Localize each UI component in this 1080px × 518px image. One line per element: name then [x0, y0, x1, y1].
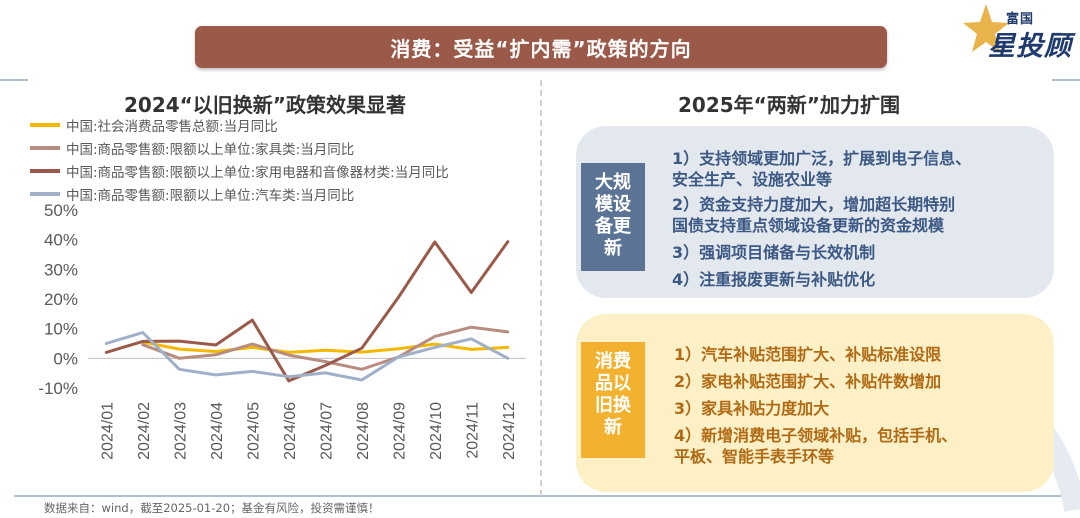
trade-in-item-4: 4）新增消费电子领域补贴，包括手机、 平板、智能手表手环等: [674, 426, 958, 466]
x-tick-label: 2024/01: [99, 402, 116, 460]
series-line-4: [104, 331, 510, 382]
legend-label: 中国:商品零售额:限额以上单位:家用电器和音像器材类:当月同比: [66, 164, 449, 181]
x-tick-label: 2024/09: [391, 402, 408, 460]
x-tick-label: 2024/11: [464, 402, 481, 459]
y-tick-label: -10%: [38, 379, 78, 398]
series-line-2: [141, 325, 510, 371]
left-panel: 2024“以旧换新”政策效果显著 中国:社会消费品零售总额:当月同比中国:商品零…: [26, 80, 538, 496]
legend-item: 中国:社会消费品零售总额:当月同比: [26, 113, 538, 136]
x-tick-label: 2024/10: [428, 402, 445, 460]
line-chart: 50% 40% 30% 20% 10% 0% -10% 2024/01 2024/02 2024/…: [38, 202, 526, 460]
legend-label: 中国:商品零售额:限额以上单位:家具类:当月同比: [66, 141, 355, 158]
x-tick-label: 2024/03: [172, 402, 189, 460]
legend-label: 中国:商品零售额:限额以上单位:汽车类:当月同比: [66, 187, 355, 204]
x-tick-label: 2024/08: [355, 402, 372, 460]
y-tick-label: 30%: [44, 260, 78, 279]
x-tick-label: 2024/02: [136, 402, 153, 460]
logo-brand-main: 星投顾: [988, 31, 1072, 62]
trade-in-tag: 消费 品以 旧换新: [581, 342, 645, 458]
header-banner: 消费：受益“扩内需”政策的方向: [195, 26, 887, 68]
logo: 富国 星投顾: [962, 2, 1074, 64]
trade-in-item-1: 1）汽车补贴范围扩大、补贴标准设限: [674, 345, 942, 364]
legend-swatch: [30, 168, 60, 173]
y-tick-label: 50%: [44, 202, 78, 220]
right-panel: 2025年“两新”加力扩围 大规 模设 备更新 1）支持领域更加广泛，扩展到电子信息…: [546, 80, 1080, 496]
trade-in-item-3: 3）家具补贴力度加大: [674, 399, 830, 418]
legend-item: 中国:商品零售额:限额以上单位:汽车类:当月同比: [26, 182, 538, 205]
footer-source: 数据来自：wind，截至2025-01-20；基金有风险，投资需谨慎！: [44, 501, 380, 515]
legend-swatch: [30, 122, 60, 127]
x-tick-label: 2024/04: [209, 402, 226, 460]
equipment-renewal-tag: 大规 模设 备更新: [581, 163, 645, 271]
legend-swatch: [30, 145, 60, 150]
y-tick-label: 0%: [53, 349, 78, 368]
star-icon: [963, 4, 1009, 52]
equipment-renewal-box: [576, 126, 1054, 298]
x-tick-label: 2024/05: [245, 402, 262, 460]
legend-swatch: [30, 191, 60, 196]
page-title: 消费：受益“扩内需”政策的方向: [390, 36, 692, 61]
equipment-item-1: 1）支持领域更加广泛，扩展到电子信息、 安全生产、设施农业等: [672, 149, 972, 189]
chart-title: 2024“以旧换新”政策效果显著: [124, 93, 406, 117]
chart-legend: 中国:社会消费品零售总额:当月同比中国:商品零售额:限额以上单位:家具类:当月同…: [26, 113, 538, 205]
y-tick-label: 40%: [44, 231, 78, 250]
right-panel-title: 2025年“两新”加力扩围: [678, 93, 900, 117]
panel-divider: [540, 80, 542, 496]
x-tick-label: 2024/12: [501, 402, 518, 460]
y-tick-label: 10%: [44, 320, 78, 339]
equipment-item-3: 3）强调项目储备与长效机制: [672, 243, 876, 262]
legend-item: 中国:商品零售额:限额以上单位:家用电器和音像器材类:当月同比: [26, 159, 538, 182]
trade-in-box: [576, 314, 1054, 492]
x-tick-label: 2024/06: [282, 402, 299, 460]
y-tick-label: 20%: [44, 290, 78, 309]
logo-brand-top: 富国: [1006, 12, 1035, 27]
equipment-item-2: 2）资金支持力度加大，增加超长期特别 国债支持重点领域设备更新的资金规模: [672, 195, 956, 235]
legend-item: 中国:商品零售额:限额以上单位:家具类:当月同比: [26, 136, 538, 159]
series-line-3: [104, 240, 510, 383]
x-tick-label: 2024/07: [318, 402, 335, 460]
equipment-item-4: 4）注重报废更新与补贴优化: [672, 270, 876, 289]
legend-label: 中国:社会消费品零售总额:当月同比: [66, 118, 278, 135]
trade-in-item-2: 2）家电补贴范围扩大、补贴件数增加: [674, 372, 942, 391]
